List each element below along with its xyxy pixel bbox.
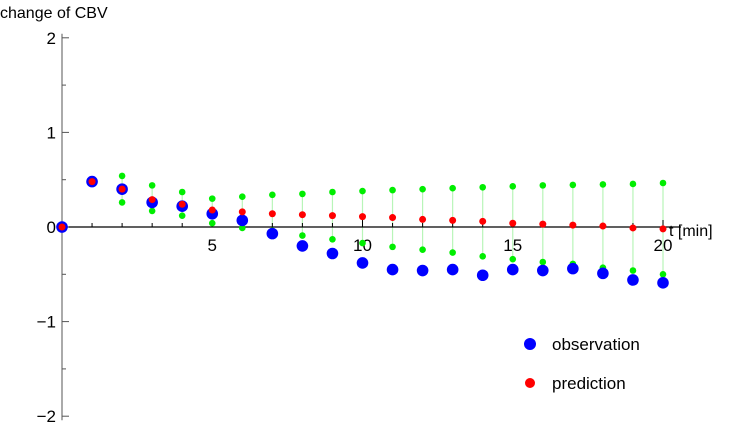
- prediction-lower-point: [178, 212, 186, 219]
- prediction-upper-point: [449, 184, 456, 192]
- prediction-lower-point: [659, 271, 667, 278]
- y-tick-label: −2: [37, 407, 56, 426]
- prediction-upper-point: [629, 180, 637, 188]
- prediction-lower-point: [148, 207, 156, 215]
- observation-point: [236, 214, 249, 227]
- prediction-lower-point: [389, 243, 396, 251]
- prediction-lower-point: [449, 249, 456, 256]
- prediction-lower-point: [118, 199, 126, 206]
- prediction-lower-point: [208, 219, 216, 227]
- prediction-point: [208, 206, 216, 214]
- prediction-upper-point: [539, 182, 547, 189]
- prediction-lower-point: [359, 239, 366, 247]
- prediction-upper-point: [208, 195, 216, 202]
- prediction-lower-point: [629, 267, 637, 274]
- observation-point: [657, 277, 669, 289]
- observation-point: [567, 262, 579, 275]
- prediction-point: [659, 225, 667, 233]
- prediction-point: [298, 211, 306, 219]
- prediction-point: [569, 221, 577, 229]
- y-tick-label: 2: [47, 29, 56, 48]
- observation-point: [537, 264, 549, 277]
- observation-point: [296, 240, 309, 252]
- observation-point: [597, 267, 609, 280]
- prediction-point: [238, 208, 246, 216]
- x-tick-label: 20: [654, 236, 673, 255]
- prediction-upper-point: [148, 182, 156, 189]
- prediction-point: [599, 222, 607, 230]
- prediction-point: [539, 220, 547, 228]
- prediction-point: [328, 212, 336, 220]
- prediction-upper-point: [329, 188, 336, 196]
- y-tick-label: 1: [47, 123, 56, 142]
- prediction-point: [509, 219, 517, 227]
- prediction-point: [58, 223, 66, 231]
- prediction-point: [629, 224, 637, 232]
- observation-point: [386, 263, 399, 276]
- x-tick-label: 15: [503, 236, 522, 255]
- y-tick-label: −1: [37, 313, 56, 332]
- prediction-lower-point: [329, 235, 336, 243]
- observation-point: [356, 257, 369, 269]
- prediction-upper-point: [118, 172, 126, 180]
- prediction-point: [479, 217, 487, 225]
- legend-marker-observation: [524, 338, 536, 350]
- prediction-point: [148, 196, 156, 204]
- prediction-lower-point: [299, 232, 306, 239]
- prediction-upper-point: [479, 183, 487, 191]
- observation-point: [506, 263, 519, 276]
- prediction-upper-point: [359, 187, 366, 195]
- prediction-point: [88, 178, 96, 186]
- prediction-upper-point: [569, 181, 577, 189]
- prediction-lower-point: [539, 258, 547, 266]
- prediction-upper-point: [659, 179, 667, 187]
- prediction-point: [178, 200, 186, 208]
- prediction-upper-point: [419, 185, 426, 193]
- prediction-upper-point: [239, 193, 246, 201]
- legend: observation prediction: [524, 335, 640, 393]
- prediction-upper-point: [599, 181, 607, 188]
- y-tick-label: 0: [47, 218, 56, 237]
- prediction-point: [389, 214, 397, 222]
- prediction-upper-point: [178, 188, 186, 196]
- observation-point: [476, 269, 489, 282]
- legend-marker-prediction: [525, 378, 535, 388]
- prediction-point: [449, 216, 457, 224]
- observation-point: [627, 274, 639, 286]
- prediction-upper-point: [299, 190, 306, 198]
- observation-point: [416, 264, 429, 277]
- observation-point: [446, 263, 459, 276]
- observation-point: [266, 227, 279, 240]
- prediction-point: [359, 213, 366, 221]
- prediction-lower-point: [509, 255, 517, 263]
- prediction-upper-point: [269, 191, 276, 199]
- prediction-lower-point: [419, 246, 426, 254]
- prediction-point: [118, 185, 126, 193]
- legend-label-observation: observation: [552, 335, 640, 354]
- prediction-point: [268, 210, 276, 218]
- y-axis-label: change of CBV: [0, 5, 108, 22]
- x-tick-label: 5: [208, 236, 217, 255]
- legend-label-prediction: prediction: [552, 374, 626, 393]
- prediction-upper-point: [389, 186, 396, 194]
- x-axis-label: t [min]: [669, 223, 713, 240]
- prediction-lower-point: [239, 224, 246, 232]
- prediction-upper-point: [509, 183, 517, 190]
- prediction-point: [419, 215, 427, 223]
- observation-point: [326, 247, 339, 260]
- prediction-lower-point: [479, 253, 487, 260]
